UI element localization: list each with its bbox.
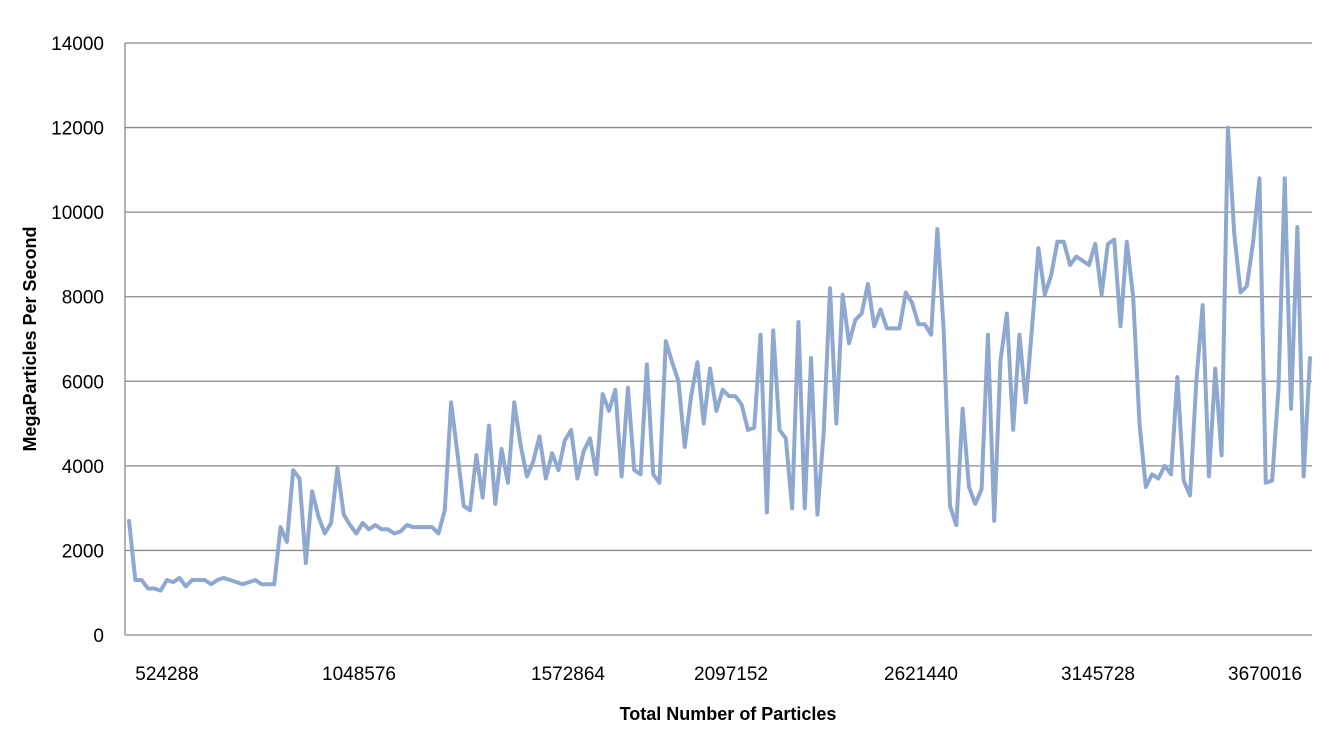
x-axis-title: Total Number of Particles bbox=[620, 704, 837, 724]
x-tick-label: 2097152 bbox=[694, 664, 768, 685]
y-tick-label: 0 bbox=[93, 626, 104, 647]
y-tick-label: 14000 bbox=[51, 34, 104, 55]
x-tick-label: 3670016 bbox=[1228, 664, 1302, 685]
y-tick-label: 10000 bbox=[51, 203, 104, 224]
y-tick-label: 6000 bbox=[62, 372, 104, 393]
series-lines bbox=[127, 125, 1312, 593]
x-tick-label: 524288 bbox=[135, 664, 198, 685]
x-tick-label: 1048576 bbox=[322, 664, 396, 685]
y-tick-label: 4000 bbox=[62, 457, 104, 478]
x-tick-label: 2621440 bbox=[884, 664, 958, 685]
y-tick-label: 8000 bbox=[62, 288, 104, 309]
y-tick-label: 2000 bbox=[62, 541, 104, 562]
y-tick-label: 12000 bbox=[51, 119, 104, 140]
y-axis-title: MegaParticles Per Second bbox=[20, 226, 40, 451]
x-axis-tick-labels: 524288 1048576 1572864 2097152 2621440 314572… bbox=[135, 664, 1302, 685]
x-tick-label: 1572864 bbox=[531, 664, 605, 685]
x-tick-label: 3145728 bbox=[1061, 664, 1135, 685]
gridlines bbox=[124, 42, 1312, 636]
y-axis-tick-labels: 0 2000 4000 6000 8000 10000 12000 14000 bbox=[51, 34, 104, 647]
series-line bbox=[127, 125, 1312, 593]
